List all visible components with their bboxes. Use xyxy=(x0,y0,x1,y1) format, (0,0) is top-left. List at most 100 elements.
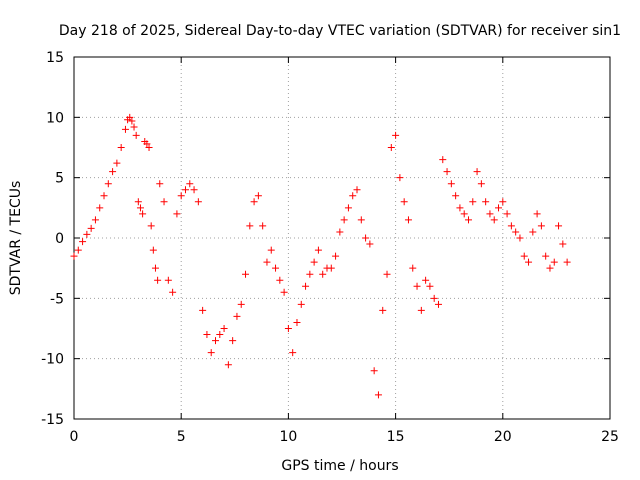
data-point xyxy=(220,325,228,332)
x-tick-label: 5 xyxy=(177,429,186,445)
data-point xyxy=(400,198,408,206)
data-point xyxy=(409,264,417,272)
data-point xyxy=(456,204,464,212)
x-tick-label: 10 xyxy=(279,429,297,445)
data-point xyxy=(387,144,395,151)
data-point xyxy=(267,246,275,254)
data-point xyxy=(151,264,159,272)
data-point xyxy=(533,210,541,218)
data-point xyxy=(512,228,520,236)
data-point xyxy=(447,180,455,188)
data-point xyxy=(134,198,142,206)
data-point xyxy=(537,222,545,230)
data-point xyxy=(117,144,125,151)
data-point xyxy=(212,337,220,345)
data-point xyxy=(207,349,215,357)
data-point xyxy=(413,282,421,290)
data-point xyxy=(439,156,447,164)
data-point xyxy=(555,222,563,230)
data-point xyxy=(164,276,172,284)
data-point xyxy=(177,192,185,200)
data-point xyxy=(482,198,490,206)
data-point xyxy=(293,318,301,326)
data-point xyxy=(87,224,95,232)
data-point xyxy=(392,131,400,139)
data-point xyxy=(520,252,528,260)
y-tick-label: 15 xyxy=(46,50,64,66)
data-points xyxy=(70,113,571,399)
data-point xyxy=(128,117,136,125)
data-point xyxy=(486,210,494,218)
data-point xyxy=(104,180,112,188)
data-point xyxy=(344,204,352,212)
data-point xyxy=(353,186,361,194)
data-point xyxy=(216,331,224,339)
data-point xyxy=(314,246,322,254)
x-tick-label: 0 xyxy=(70,429,79,445)
data-point xyxy=(297,300,305,308)
data-point xyxy=(302,282,310,290)
data-point xyxy=(370,367,378,375)
data-point xyxy=(121,125,129,133)
data-point xyxy=(100,192,108,200)
axis-ticks: 0 5 10 15 20 25 -15 -10 -5 0 5 10 15 xyxy=(41,50,619,445)
data-point xyxy=(306,270,314,278)
data-point xyxy=(430,294,438,302)
data-point xyxy=(136,204,144,212)
y-tick-label: 10 xyxy=(46,110,64,126)
data-point xyxy=(327,264,335,272)
data-point xyxy=(186,180,194,188)
data-point xyxy=(542,252,550,260)
data-point xyxy=(143,140,151,148)
data-point xyxy=(443,168,451,176)
data-point xyxy=(426,282,434,290)
data-point xyxy=(469,198,477,206)
data-point xyxy=(126,113,134,121)
data-point xyxy=(145,144,153,151)
data-point xyxy=(525,258,533,266)
data-point xyxy=(516,234,524,242)
data-point xyxy=(349,192,357,200)
data-point xyxy=(79,238,87,246)
chart-title: Day 218 of 2025, Sidereal Day-to-day VTE… xyxy=(59,23,621,39)
data-point xyxy=(96,204,104,212)
x-axis-label: GPS time / hours xyxy=(281,458,398,474)
data-point xyxy=(147,222,155,230)
data-point xyxy=(132,131,140,139)
x-tick-label: 15 xyxy=(387,429,405,445)
y-tick-label: -10 xyxy=(41,352,64,368)
data-point xyxy=(190,186,198,194)
data-point xyxy=(173,210,181,218)
data-point xyxy=(495,204,503,212)
y-tick-label: -5 xyxy=(50,291,64,307)
data-point xyxy=(379,306,387,314)
data-point xyxy=(357,216,365,224)
data-point xyxy=(383,270,391,278)
data-point xyxy=(83,230,91,238)
data-point xyxy=(203,331,211,339)
data-point xyxy=(546,264,554,272)
data-point xyxy=(452,192,460,200)
data-point xyxy=(194,198,202,206)
data-point xyxy=(464,216,472,224)
data-point xyxy=(550,258,558,266)
data-point xyxy=(366,240,374,248)
data-point xyxy=(396,174,404,182)
data-point xyxy=(503,210,511,218)
data-point xyxy=(160,198,168,206)
data-point xyxy=(284,325,292,332)
data-point xyxy=(490,216,498,224)
data-point xyxy=(310,258,318,266)
data-point xyxy=(280,288,288,296)
data-point xyxy=(254,192,262,200)
data-point xyxy=(149,246,157,254)
data-point xyxy=(74,246,82,254)
data-point xyxy=(499,198,507,206)
data-point xyxy=(263,258,271,266)
data-point xyxy=(139,210,147,218)
data-point xyxy=(434,300,442,308)
data-point xyxy=(563,258,571,266)
data-point xyxy=(507,222,515,230)
data-point xyxy=(154,276,162,284)
